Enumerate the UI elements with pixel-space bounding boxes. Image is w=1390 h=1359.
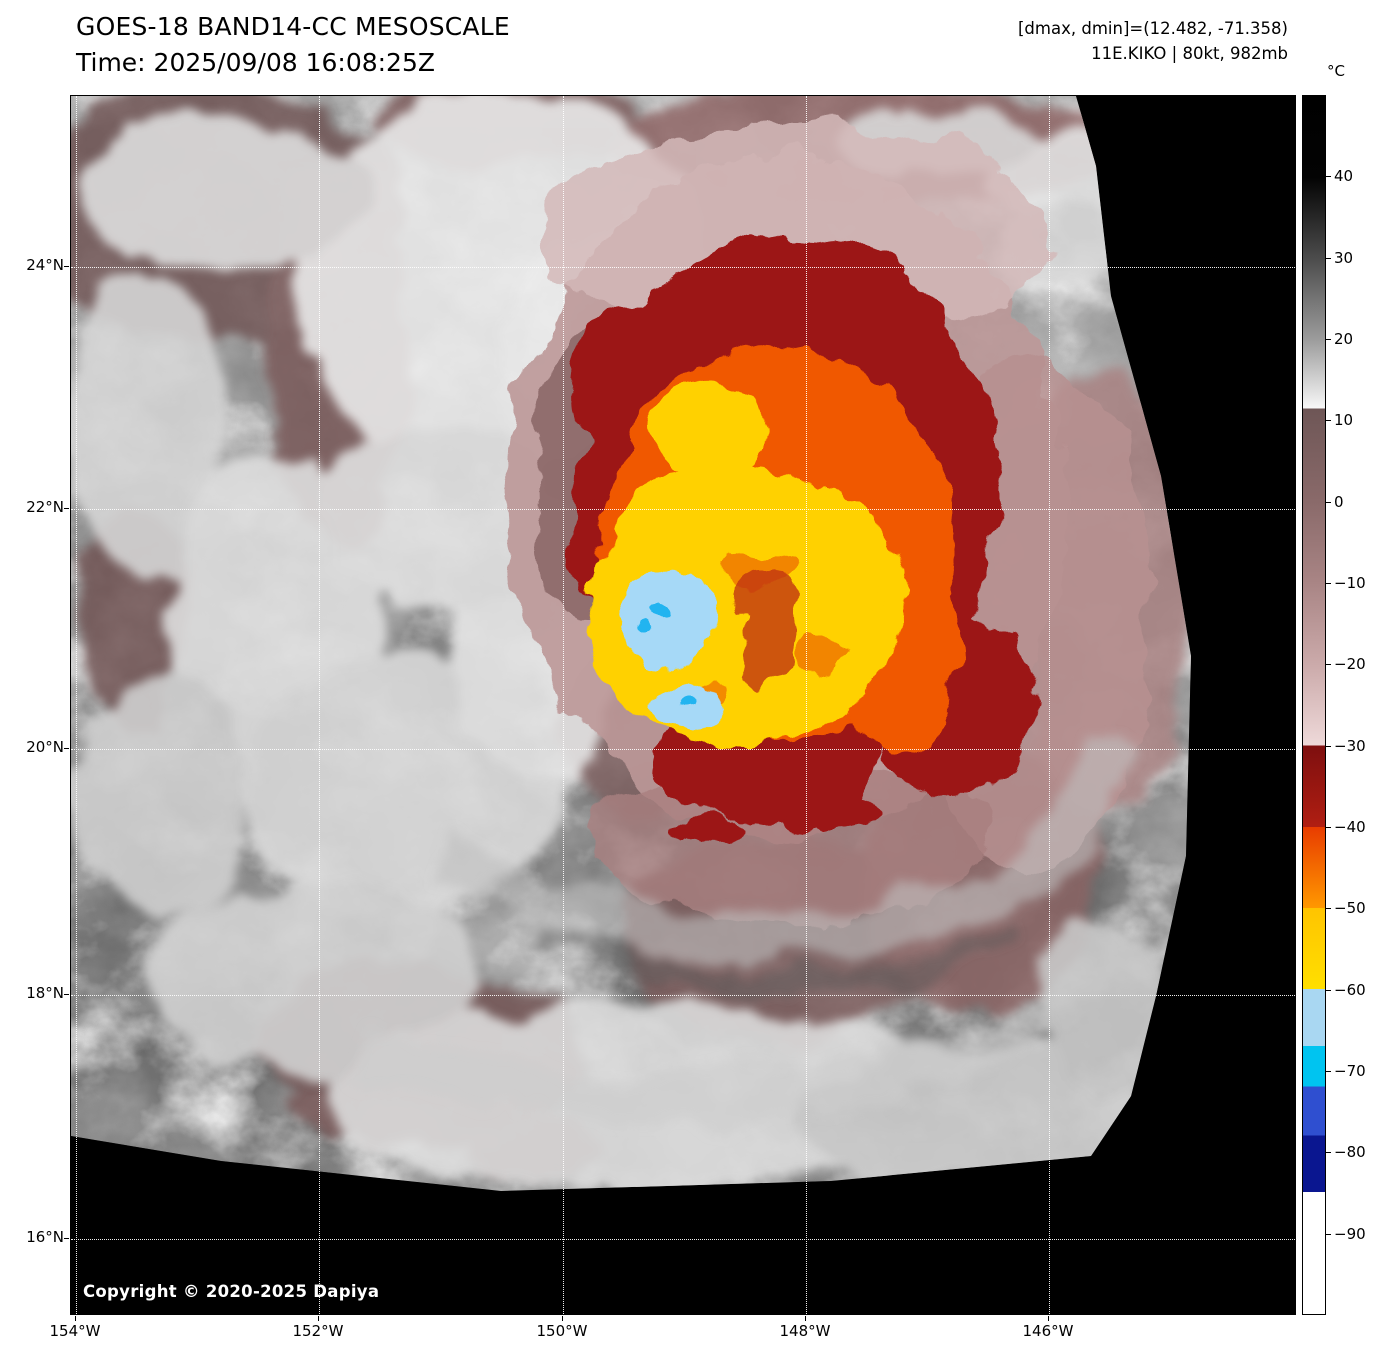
- colorbar-tick-label: −20: [1334, 655, 1366, 674]
- colorbar-tick-label: −90: [1334, 1224, 1366, 1243]
- colorbar-tick-label: 10: [1334, 411, 1354, 430]
- lon-tick-label: 154°W: [49, 1322, 101, 1340]
- copyright-text: Copyright © 2020-2025 Dapiya: [83, 1282, 380, 1301]
- colorbar-tick-label: −40: [1334, 818, 1366, 836]
- colorbar-tick: [1326, 827, 1331, 828]
- header-right-info: [dmax, dmin]=(12.482, -71.358) 11E.KIKO …: [1018, 16, 1288, 66]
- longitude-gridline: [806, 96, 807, 1314]
- colorbar-tick: [1326, 176, 1331, 178]
- longitude-gridline: [319, 96, 320, 1314]
- colorbar-tick-labels: 40 30 20 10 0 −10 −20 −30 −40 −50 −60 −70 −80 −90: [1334, 95, 1388, 1315]
- lon-axis-tick: [318, 1316, 319, 1321]
- colorbar-tick-label: −30: [1334, 736, 1366, 755]
- lat-axis-tick: [64, 266, 69, 267]
- lon-axis-tick: [1048, 1316, 1049, 1321]
- map-area: Copyright © 2020-2025 Dapiya: [70, 95, 1296, 1315]
- colorbar-tick: [1326, 989, 1331, 991]
- colorbar-tick: [1326, 1233, 1331, 1235]
- colorbar-tick-label: 40: [1334, 167, 1354, 186]
- lat-axis-tick: [64, 1238, 69, 1239]
- colorbar-tick: [1326, 583, 1331, 584]
- colorbar-tick-label: 30: [1334, 248, 1354, 267]
- colorbar-tick: [1326, 420, 1331, 422]
- lat-tick-label: 16°N: [26, 1228, 64, 1246]
- colorbar-tick: [1326, 664, 1331, 666]
- colorbar: [1302, 95, 1326, 1315]
- dmax-dmin-label: [dmax, dmin]=(12.482, -71.358): [1018, 19, 1288, 38]
- lat-tick-label: 18°N: [26, 984, 64, 1002]
- lon-axis-tick: [75, 1316, 76, 1321]
- latitude-gridline: [71, 749, 1295, 750]
- colorbar-tick: [1326, 501, 1331, 503]
- colorbar-unit-label: °C: [1327, 62, 1345, 80]
- lat-tick-label: 24°N: [26, 256, 64, 274]
- colorbar-tick: [1326, 257, 1331, 259]
- lat-tick-label: 20°N: [26, 738, 64, 756]
- latitude-gridline: [71, 509, 1295, 510]
- longitude-gridline: [76, 96, 77, 1314]
- colorbar-tick-label: −80: [1334, 1143, 1366, 1162]
- lon-axis-tick: [805, 1316, 806, 1321]
- storm-core: [506, 126, 1151, 921]
- colorbar-tick: [1326, 745, 1331, 747]
- latitude-gridline: [71, 267, 1295, 268]
- lat-axis-tick: [64, 748, 69, 749]
- storm-info-label: 11E.KIKO | 80kt, 982mb: [1091, 44, 1288, 63]
- colorbar-tick-label: −50: [1334, 899, 1366, 918]
- lat-axis-tick: [64, 994, 69, 995]
- lat-tick-label: 22°N: [26, 498, 64, 516]
- colorbar-tick-label: 20: [1334, 330, 1354, 348]
- lon-tick-label: 146°W: [1022, 1322, 1074, 1340]
- colorbar-tick-label: −70: [1334, 1062, 1366, 1080]
- latitude-gridline: [71, 1239, 1295, 1240]
- colorbar-tick-label: −60: [1334, 980, 1366, 999]
- lon-axis-tick: [562, 1316, 563, 1321]
- colorbar-tick: [1326, 908, 1331, 910]
- colorbar-tick: [1326, 1152, 1331, 1154]
- page-title: GOES-18 BAND14-CC MESOSCALE: [76, 12, 510, 41]
- latitude-gridline: [71, 995, 1295, 996]
- colorbar-tick-label: −10: [1334, 574, 1366, 592]
- lon-tick-label: 150°W: [536, 1322, 588, 1340]
- colorbar-tick: [1326, 1071, 1331, 1072]
- longitude-gridline: [563, 96, 564, 1314]
- colorbar-tick-label: 0: [1334, 492, 1344, 511]
- outer-rain-bands: [354, 734, 1141, 1121]
- colorbar-tick: [1326, 339, 1331, 340]
- lon-tick-label: 148°W: [779, 1322, 831, 1340]
- longitude-gridline: [1049, 96, 1050, 1314]
- satellite-image: [71, 96, 1295, 1314]
- timestamp-label: Time: 2025/09/08 16:08:25Z: [76, 48, 435, 77]
- lat-axis-tick: [64, 508, 69, 509]
- lon-tick-label: 152°W: [292, 1322, 344, 1340]
